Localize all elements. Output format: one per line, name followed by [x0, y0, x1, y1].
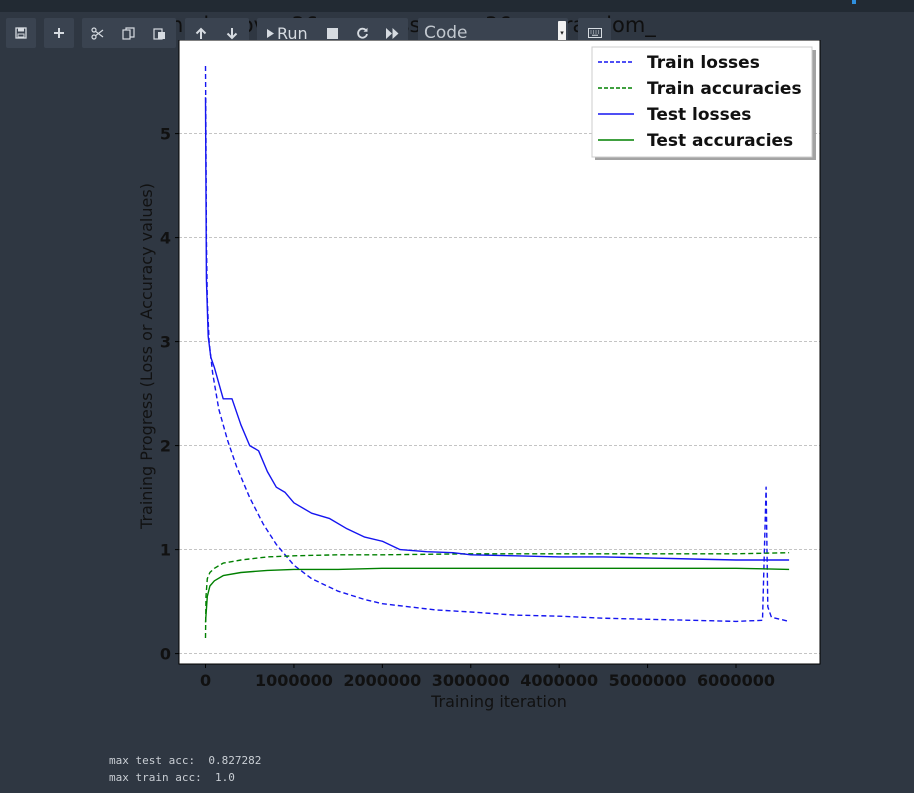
training-progress-chart: 0 1 2 3 4 5 0 1000000 2000000 3000000 4000000 5000… — [137, 40, 821, 711]
y-tick-label: 2 — [160, 437, 171, 456]
play-icon — [267, 28, 274, 38]
x-axis-ticks: 0 1000000 2000000 3000000 4000000 5000000 6000… — [200, 664, 775, 690]
x-tick-label: 0 — [200, 671, 211, 690]
interrupt-button[interactable] — [318, 18, 348, 48]
move-up-button[interactable] — [185, 18, 216, 48]
legend: Train losses Train accuracies Test losses T… — [591, 46, 816, 160]
restart-run-all-button[interactable] — [378, 18, 408, 48]
y-tick-label: 0 — [160, 645, 171, 664]
arrow-down-icon — [226, 27, 237, 39]
chevron-down-icon: ▾ — [558, 21, 566, 45]
cut-button[interactable] — [82, 18, 113, 48]
plus-icon — [54, 28, 64, 38]
fast-forward-icon — [386, 27, 399, 39]
legend-label: Test losses — [647, 105, 751, 125]
grid-lines — [179, 133, 820, 654]
y-tick-label: 5 — [160, 125, 171, 144]
save-icon — [15, 27, 27, 39]
status-indicator — [852, 0, 856, 4]
cell-output: max test acc: 0.827282 max train acc: 1.0 — [109, 752, 261, 786]
legend-label: Train accuracies — [647, 79, 802, 99]
x-tick-label: 2000000 — [343, 671, 421, 690]
copy-icon — [122, 26, 135, 40]
keyboard-icon — [587, 28, 602, 38]
y-tick-label: 1 — [160, 541, 171, 560]
series-layer — [204, 65, 790, 639]
move-down-button[interactable] — [216, 18, 247, 48]
paste-button[interactable] — [144, 18, 175, 48]
refresh-icon — [357, 27, 369, 39]
y-axis-label: Training Progress (Loss or Accuracy valu… — [137, 183, 156, 530]
y-tick-label: 4 — [160, 229, 171, 248]
paste-icon — [153, 27, 165, 40]
y-axis-ticks: 0 1 2 3 4 5 — [160, 125, 179, 664]
top-bar — [0, 0, 914, 12]
series-line-test-accuracies — [204, 567, 790, 623]
run-button[interactable]: Run — [257, 18, 318, 48]
series-line-test-losses — [204, 97, 790, 561]
scissors-icon — [91, 26, 104, 40]
save-button[interactable] — [6, 18, 36, 48]
copy-button[interactable] — [113, 18, 144, 48]
x-tick-label: 1000000 — [255, 671, 333, 690]
series-line-train-losses — [204, 65, 790, 623]
x-axis-label: Training iteration — [430, 692, 567, 711]
legend-label: Train losses — [647, 53, 760, 73]
legend-label: Test accuracies — [647, 131, 793, 151]
cell-heading: n...ic...ov...:36 ...o...ress_num:36 spa… — [170, 13, 656, 37]
stop-icon — [327, 27, 339, 39]
run-label: Run — [277, 23, 308, 43]
insert-cell-button[interactable] — [44, 18, 74, 48]
edit-button-group — [82, 18, 176, 48]
max-train-acc-line: max train acc: 1.0 — [109, 771, 235, 784]
x-tick-label: 4000000 — [520, 671, 598, 690]
max-test-acc-line: max test acc: 0.827282 — [109, 754, 262, 767]
plot-frame — [178, 40, 821, 665]
y-tick-label: 3 — [160, 333, 171, 352]
cell-type-value: Code — [424, 23, 468, 43]
x-tick-label: 6000000 — [697, 671, 775, 690]
x-tick-label: 5000000 — [609, 671, 687, 690]
restart-button[interactable] — [348, 18, 378, 48]
arrow-up-icon — [195, 27, 206, 39]
x-tick-label: 3000000 — [432, 671, 510, 690]
series-line-train-accuracies — [204, 552, 790, 639]
